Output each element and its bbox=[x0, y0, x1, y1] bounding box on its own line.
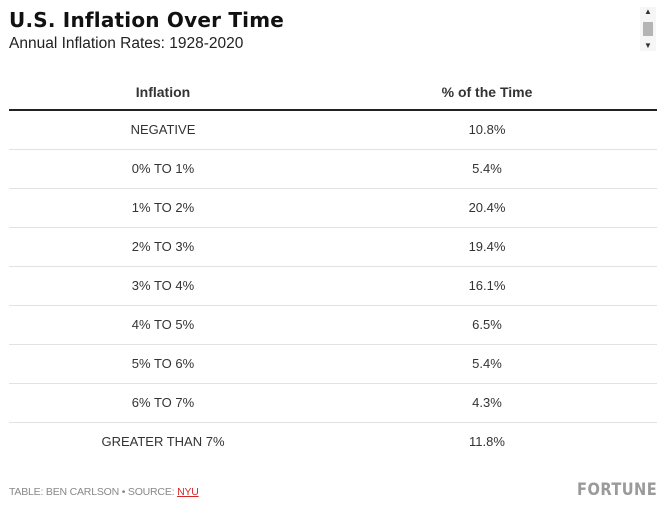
percent-of-time-cell: 20.4% bbox=[468, 200, 506, 215]
table-row: GREATER THAN 7% 11.8% bbox=[9, 423, 657, 461]
inflation-range-cell: 3% TO 4% bbox=[131, 278, 195, 293]
percent-of-time-cell: 4.3% bbox=[472, 395, 502, 410]
table-row: 0% TO 1% 5.4% bbox=[9, 150, 657, 189]
table-row: 2% TO 3% 19.4% bbox=[9, 228, 657, 267]
percent-of-time-cell: 16.1% bbox=[468, 278, 506, 293]
percent-of-time-cell: 10.8% bbox=[468, 122, 506, 137]
vertical-scrollbar[interactable]: ▲ ▼ bbox=[640, 7, 656, 51]
inflation-range-cell: GREATER THAN 7% bbox=[101, 434, 225, 449]
table-row: 5% TO 6% 5.4% bbox=[9, 345, 657, 384]
table-row: 1% TO 2% 20.4% bbox=[9, 189, 657, 228]
percent-of-time-cell: 11.8% bbox=[469, 434, 505, 449]
source-link[interactable]: NYU bbox=[177, 486, 199, 498]
table-row: 4% TO 5% 6.5% bbox=[9, 306, 657, 345]
column-header-percent-of-time: % of the Time bbox=[441, 84, 533, 100]
page-title: U.S. Inflation Over Time bbox=[9, 8, 285, 32]
page-subtitle: Annual Inflation Rates: 1928-2020 bbox=[9, 35, 244, 52]
table-row: 6% TO 7% 4.3% bbox=[9, 384, 657, 423]
table-row: NEGATIVE 10.8% bbox=[9, 111, 657, 150]
inflation-range-cell: 1% TO 2% bbox=[131, 200, 195, 215]
source-credit: TABLE: BEN CARLSON • SOURCE: NYU bbox=[9, 486, 199, 498]
fortune-logo: FORTUNE bbox=[576, 480, 657, 500]
percent-of-time-cell: 5.4% bbox=[472, 161, 502, 176]
percent-of-time-cell: 19.4% bbox=[468, 239, 506, 254]
inflation-range-cell: 5% TO 6% bbox=[131, 356, 195, 371]
inflation-table: Inflation % of the Time NEGATIVE 10.8% 0… bbox=[9, 75, 657, 461]
percent-of-time-cell: 5.4% bbox=[472, 356, 502, 371]
column-header-inflation: Inflation bbox=[135, 84, 191, 100]
inflation-range-cell: NEGATIVE bbox=[130, 122, 196, 137]
scrollbar-thumb[interactable] bbox=[643, 22, 653, 36]
inflation-range-cell: 4% TO 5% bbox=[131, 317, 195, 332]
credit-text: TABLE: BEN CARLSON • SOURCE: bbox=[9, 486, 178, 498]
percent-of-time-cell: 6.5% bbox=[472, 317, 502, 332]
scroll-up-arrow-icon[interactable]: ▲ bbox=[644, 7, 652, 16]
scroll-down-arrow-icon[interactable]: ▼ bbox=[644, 41, 652, 50]
inflation-range-cell: 0% TO 1% bbox=[131, 161, 195, 176]
table-row: 3% TO 4% 16.1% bbox=[9, 267, 657, 306]
inflation-range-cell: 6% TO 7% bbox=[131, 395, 195, 410]
table-header-row: Inflation % of the Time bbox=[9, 75, 657, 111]
inflation-range-cell: 2% TO 3% bbox=[131, 239, 195, 254]
